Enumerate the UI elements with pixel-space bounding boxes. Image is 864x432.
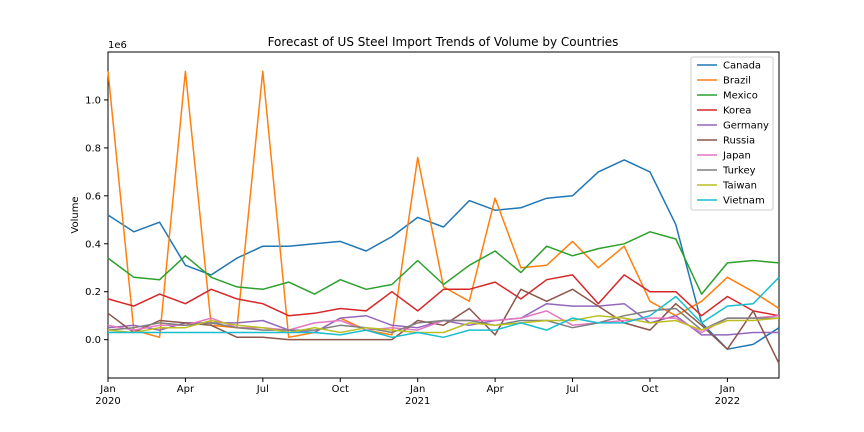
y-tick-label: 1.0 xyxy=(85,95,101,106)
series-line-brazil xyxy=(107,70,780,339)
x-tick-label: Jan xyxy=(99,384,115,395)
x-tick-label: Jan xyxy=(719,384,735,395)
legend-label-mexico: Mexico xyxy=(723,91,758,102)
series-line-russia xyxy=(107,288,780,364)
legend: Canada Brazil Mexico Korea Germany Russia Japa… xyxy=(690,56,774,211)
series-line-canada xyxy=(107,159,780,350)
legend-label-korea: Korea xyxy=(723,106,751,117)
y-tick-label: 0.6 xyxy=(85,191,101,202)
series-group xyxy=(107,70,780,364)
legend-label-germany: Germany xyxy=(723,121,769,132)
y-tick-label: 0.8 xyxy=(85,143,101,154)
x-tick-year-label: 2022 xyxy=(715,396,740,407)
legend-label-russia: Russia xyxy=(723,136,755,147)
series-line-taiwan xyxy=(107,314,780,334)
legend-label-brazil: Brazil xyxy=(723,76,751,87)
x-tick-label: Oct xyxy=(641,384,658,395)
x-tick-label: Jul xyxy=(256,384,269,395)
legend-label-japan: Japan xyxy=(722,151,751,162)
legend-label-taiwan: Taiwan xyxy=(722,181,757,192)
plot-area xyxy=(107,51,780,379)
y-tick-label: 0.2 xyxy=(85,287,101,298)
y-axis-multiplier: 1e6 xyxy=(108,40,127,51)
x-tick-label: Oct xyxy=(332,384,349,395)
legend-label-vietnam: Vietnam xyxy=(723,196,765,207)
x-tick-label: Jul xyxy=(565,384,578,395)
series-line-korea xyxy=(107,274,780,317)
x-tick-year-label: 2020 xyxy=(95,396,120,407)
y-tick-label: 0.0 xyxy=(85,335,101,346)
series-line-mexico xyxy=(107,231,780,295)
y-axis-label: Volume xyxy=(70,196,81,233)
x-tick-label: Apr xyxy=(177,384,195,395)
x-tick-year-label: 2021 xyxy=(405,396,430,407)
chart-title: Forecast of US Steel Import Trends of Vo… xyxy=(268,35,619,49)
series-line-vietnam xyxy=(108,276,780,339)
series-line-turkey xyxy=(107,307,779,334)
legend-label-turkey: Turkey xyxy=(722,166,756,177)
legend-label-canada: Canada xyxy=(723,61,761,72)
y-axis: 0.0 0.2 0.4 0.6 0.8 1.0 xyxy=(85,95,108,346)
x-tick-label: Jan xyxy=(409,384,425,395)
y-tick-label: 0.4 xyxy=(85,239,101,250)
x-tick-label: Apr xyxy=(486,384,504,395)
